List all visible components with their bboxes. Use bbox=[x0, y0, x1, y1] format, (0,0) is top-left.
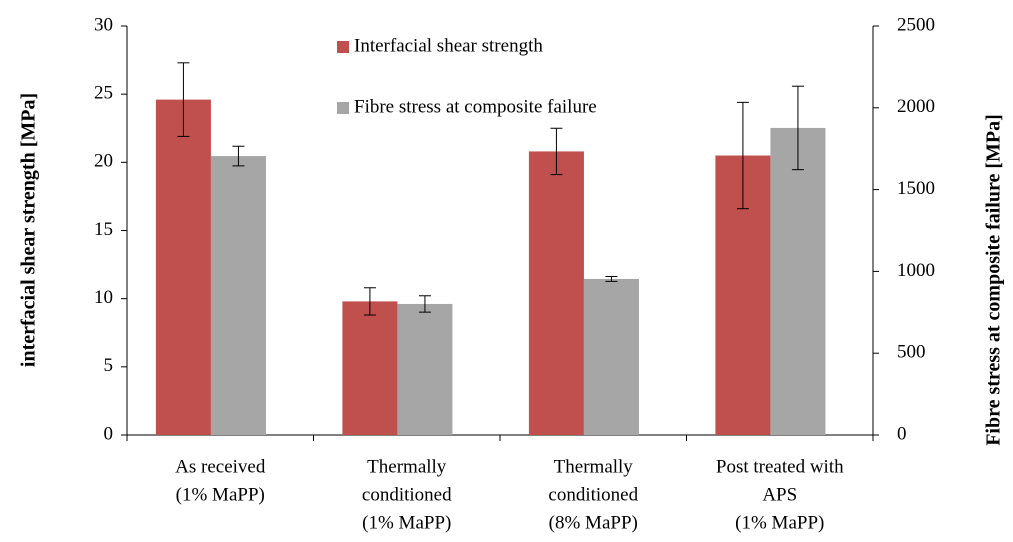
y-tick-label: 5 bbox=[104, 355, 114, 376]
error-bar bbox=[232, 145, 245, 167]
bar bbox=[397, 303, 453, 435]
x-tick-label: Post treated with bbox=[716, 456, 844, 477]
error-bar bbox=[791, 85, 804, 171]
x-tick-label: (1% MaPP) bbox=[735, 512, 824, 533]
legend-swatch bbox=[337, 41, 349, 53]
bar bbox=[770, 127, 826, 436]
error-bar bbox=[177, 62, 190, 137]
error-bar bbox=[605, 275, 618, 282]
x-tick-label: Thermally bbox=[367, 456, 447, 477]
bar bbox=[155, 99, 211, 436]
y2-tick-label: 2000 bbox=[897, 96, 935, 117]
y-tick-label: 10 bbox=[94, 287, 113, 308]
x-tick-label: Thermally bbox=[554, 456, 634, 477]
x-tick-label: conditioned bbox=[548, 484, 638, 505]
legend-label: Interfacial shear strength bbox=[354, 35, 543, 56]
y2-tick-label: 1500 bbox=[897, 178, 935, 199]
y2-tick-label: 0 bbox=[897, 423, 907, 444]
y2-tick-label: 500 bbox=[897, 342, 926, 363]
legend-swatch bbox=[337, 102, 349, 114]
bar bbox=[210, 156, 266, 435]
y-tick-label: 0 bbox=[104, 423, 114, 444]
y-axis-label: interfacial shear strength [MPa] bbox=[18, 93, 40, 367]
y-tick-label: 25 bbox=[94, 83, 113, 104]
bar bbox=[528, 151, 584, 435]
error-bar bbox=[363, 287, 376, 316]
legend-label: Fibre stress at composite failure bbox=[354, 96, 597, 117]
x-tick-label: (1% MaPP) bbox=[176, 484, 265, 505]
y2-tick-label: 2500 bbox=[897, 14, 935, 35]
x-tick-label: As received bbox=[175, 456, 266, 477]
bar bbox=[583, 278, 639, 435]
y-tick-label: 30 bbox=[94, 14, 113, 35]
x-tick-label: APS bbox=[762, 484, 797, 505]
error-bar bbox=[736, 101, 749, 210]
x-tick-label: (8% MaPP) bbox=[549, 512, 638, 533]
error-bar bbox=[550, 127, 563, 176]
bar bbox=[342, 301, 398, 435]
x-tick-label: (1% MaPP) bbox=[362, 512, 451, 533]
y2-axis-label: Fibre stress at composite failure [MPa] bbox=[983, 114, 1005, 446]
x-tick-label: conditioned bbox=[362, 484, 452, 505]
error-bar bbox=[418, 295, 431, 313]
y-tick-label: 20 bbox=[94, 151, 113, 172]
y-tick-label: 15 bbox=[94, 219, 113, 240]
y2-tick-label: 1000 bbox=[897, 260, 935, 281]
